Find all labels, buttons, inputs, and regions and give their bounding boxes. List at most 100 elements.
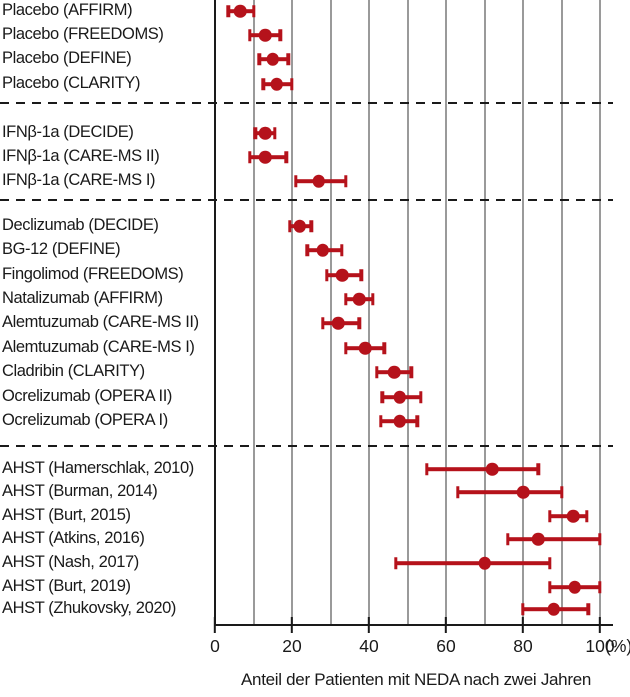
- ci-cap-right: [286, 53, 290, 65]
- data-point: [316, 243, 330, 257]
- data-point: [270, 77, 283, 91]
- x-axis-tick: [521, 617, 525, 633]
- ci-cap-right: [415, 415, 419, 427]
- x-axis-title: Anteil der Patienten mit NEDA nach zwei …: [241, 670, 591, 689]
- data-point: [358, 341, 372, 355]
- ci-cap-left: [378, 415, 383, 427]
- data-point: [568, 580, 582, 594]
- data-point: [258, 28, 272, 42]
- ci-cap-right: [584, 510, 589, 522]
- data-point: [233, 4, 247, 18]
- row-label: AHST (Zhukovsky, 2020): [2, 599, 176, 618]
- ci-cap-left: [455, 486, 460, 498]
- ci-cap-right: [419, 391, 423, 403]
- data-point: [258, 150, 272, 164]
- ci-cap-right: [284, 151, 288, 163]
- gridline: [406, 0, 409, 625]
- data-point: [293, 219, 306, 233]
- row-label: Alemtuzumab (CARE-MS I): [2, 338, 195, 357]
- ci-cap-right: [290, 78, 294, 90]
- gridline: [599, 0, 601, 625]
- row-label: AHST (Burt, 2015): [2, 506, 131, 525]
- ci-bar: [395, 561, 550, 565]
- ci-cap-right: [272, 127, 277, 139]
- data-point: [485, 462, 499, 476]
- row-label: Alemtuzumab (CARE-MS II): [2, 313, 199, 332]
- data-point: [331, 316, 345, 330]
- data-point: [532, 532, 545, 546]
- ci-bar: [457, 490, 562, 494]
- data-point: [353, 292, 366, 306]
- row-label: Placebo (CLARITY): [2, 74, 141, 93]
- ci-cap-right: [359, 269, 363, 281]
- gridline: [522, 0, 524, 625]
- y-axis-line: [213, 0, 217, 626]
- ci-cap-left: [380, 391, 385, 403]
- group-separator-dashed-line: [0, 444, 613, 448]
- x-axis-tick: [213, 617, 217, 633]
- ci-cap-right: [409, 366, 414, 378]
- row-label: Placebo (FREEDOMS): [2, 25, 164, 44]
- row-label: Natalizumab (AFFIRM): [2, 289, 163, 308]
- ci-cap-right: [278, 29, 283, 41]
- ci-cap-left: [505, 533, 510, 545]
- ci-cap-left: [253, 127, 258, 139]
- ci-cap-left: [305, 244, 310, 256]
- data-point: [516, 485, 530, 499]
- row-label: AHST (Burt, 2019): [2, 577, 131, 596]
- row-label: Ocrelizumab (OPERA II): [2, 387, 172, 406]
- x-axis-tick-label: 60: [436, 636, 456, 656]
- data-point: [393, 390, 407, 404]
- ci-cap-left: [548, 581, 552, 593]
- ci-cap-left: [425, 463, 429, 475]
- row-label: AHST (Hamerschlak, 2010): [2, 459, 194, 478]
- x-axis-unit-label: (%): [605, 636, 630, 656]
- row-label: AHST (Nash, 2017): [2, 553, 139, 572]
- ci-cap-left: [257, 53, 261, 65]
- row-label: Fingolimod (FREEDOMS): [2, 265, 184, 284]
- data-point: [478, 556, 491, 570]
- ci-cap-left: [521, 603, 525, 615]
- row-label: BG-12 (DEFINE): [2, 240, 121, 259]
- gridline: [252, 0, 255, 625]
- x-axis-tick: [290, 617, 294, 633]
- row-label: Placebo (AFFIRM): [2, 1, 133, 20]
- gridline: [445, 0, 447, 625]
- ci-bar: [426, 467, 539, 471]
- row-label: Ocrelizumab (OPERA I): [2, 411, 168, 430]
- gridline: [368, 0, 370, 625]
- row-label: Declizumab (DECIDE): [2, 216, 159, 235]
- x-axis-tick-label: 0: [210, 636, 220, 656]
- ci-cap-left: [294, 175, 298, 187]
- ci-cap-right: [586, 603, 591, 615]
- data-point: [335, 268, 349, 282]
- x-axis-line: [213, 623, 613, 627]
- x-axis-tick-label: 20: [282, 636, 302, 656]
- x-axis-tick: [598, 617, 602, 633]
- row-label: IFNβ-1a (CARE-MS II): [2, 147, 160, 166]
- ci-bar: [507, 537, 600, 541]
- ci-cap-left: [374, 366, 379, 378]
- ci-cap-right: [548, 557, 552, 569]
- group-separator-dashed-line: [0, 101, 613, 105]
- ci-cap-right: [251, 5, 256, 17]
- ci-cap-right: [357, 317, 362, 329]
- data-point: [393, 414, 407, 428]
- ci-cap-left: [344, 293, 348, 305]
- x-axis-tick: [367, 617, 371, 633]
- row-label: IFNβ-1a (CARE-MS I): [2, 171, 156, 190]
- ci-cap-left: [261, 78, 265, 90]
- row-label: Cladribin (CLARITY): [2, 362, 145, 381]
- ci-cap-left: [344, 342, 348, 354]
- ci-cap-left: [247, 151, 252, 163]
- ci-cap-left: [226, 5, 231, 17]
- data-point: [258, 126, 272, 140]
- ci-cap-right: [382, 342, 387, 354]
- gridline: [291, 0, 293, 625]
- data-point: [566, 509, 580, 523]
- x-axis-tick-label: 100: [585, 636, 615, 656]
- ci-cap-right: [598, 533, 602, 545]
- x-axis-tick: [444, 617, 448, 633]
- row-label: Placebo (DEFINE): [2, 49, 132, 68]
